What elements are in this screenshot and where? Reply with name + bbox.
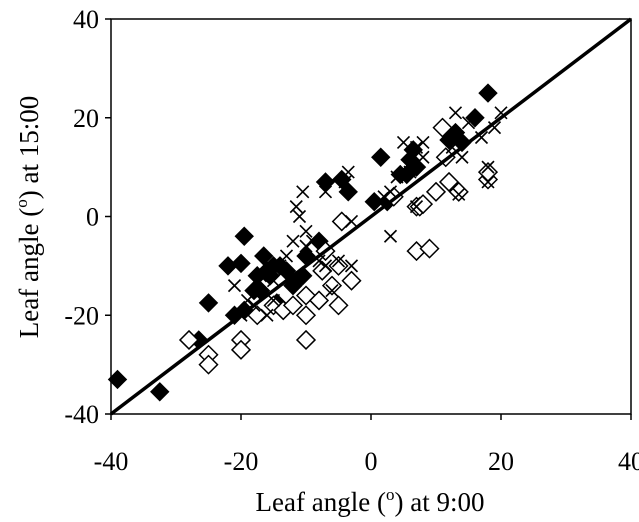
cross-point — [227, 279, 242, 293]
cross-point — [338, 175, 352, 189]
open-diamond-point — [198, 354, 219, 375]
cross-point — [299, 239, 313, 253]
x-axis-title: Leaf angle (o) at 9:00 — [256, 485, 485, 517]
x-tick-label: -20 — [224, 447, 259, 476]
filled-diamond-point — [478, 83, 498, 103]
cross-point — [325, 283, 339, 298]
open-diamond-point — [425, 181, 447, 202]
y-tick-label: -40 — [64, 400, 99, 429]
y-axis-title-pre: Leaf angle ( — [14, 208, 44, 338]
y-tick-label: 0 — [86, 203, 99, 232]
cross-point — [299, 224, 313, 238]
y-axis-title-post: ) at 15:00 — [14, 96, 44, 199]
cross-point — [403, 165, 417, 179]
cross-point — [318, 259, 333, 273]
filled-diamond-point — [315, 172, 336, 192]
open-diamond-point — [438, 171, 460, 192]
cross-point — [240, 293, 255, 308]
open-diamond-point — [321, 275, 343, 296]
cross-point — [286, 234, 300, 248]
cross-point — [305, 234, 320, 248]
cross-point — [266, 274, 281, 288]
open-diamond-point — [432, 117, 453, 138]
y-axis-title-sup: o — [12, 199, 31, 208]
open-diamond-point — [419, 238, 440, 259]
cross-point — [253, 269, 268, 283]
x-tick-label: -40 — [94, 447, 129, 476]
filled-diamond-point — [234, 226, 254, 246]
filled-diamond-point — [364, 191, 384, 212]
cross-point — [292, 209, 307, 224]
axis-ticks: -40 -20 0 20 40 -40 -20 0 20 40 — [64, 5, 639, 476]
cross-point — [273, 259, 287, 273]
cross-point — [409, 200, 424, 214]
cross-point — [318, 185, 333, 199]
cross-point — [383, 229, 398, 243]
open-diamond-point — [331, 211, 352, 232]
one-to-one-line — [109, 17, 633, 416]
cross-point — [296, 185, 310, 199]
filled-diamond-point — [452, 132, 472, 153]
cross-point — [344, 214, 359, 229]
open-diamond-point — [295, 305, 317, 326]
cross-point — [260, 308, 274, 322]
x-axis-title-pre: Leaf angle ( — [256, 487, 386, 517]
x-axis-title-sup: o — [386, 485, 395, 504]
cross-point — [409, 140, 424, 154]
cross-point — [461, 116, 476, 130]
filled-diamond-point — [371, 147, 391, 167]
x-axis-title-post: ) at 9:00 — [394, 487, 484, 517]
cross-point — [416, 150, 430, 164]
cross-point — [344, 259, 359, 273]
filled-diamond-point — [198, 293, 219, 313]
cross-point — [481, 160, 495, 174]
filled-diamond-point — [231, 253, 251, 274]
cross-point — [341, 165, 355, 179]
data-points — [107, 83, 508, 402]
filled-diamond-point — [406, 157, 427, 177]
y-axis-title: Leaf angle (o) at 15:00 — [12, 96, 44, 338]
x-tick-label: 20 — [488, 447, 514, 476]
y-tick-label: 20 — [73, 104, 99, 133]
open-diamond-point — [282, 295, 304, 316]
cross-point — [448, 106, 463, 120]
x-tick-label: 40 — [618, 447, 639, 476]
cross-point — [452, 187, 466, 201]
x-tick-label: 0 — [365, 447, 378, 476]
cross-point — [390, 170, 404, 184]
cross-point — [455, 150, 469, 164]
cross-point — [266, 293, 281, 308]
cross-point — [383, 185, 398, 199]
filled-diamond-point — [338, 182, 358, 202]
filled-diamond-point — [465, 108, 485, 128]
cross-point — [396, 135, 411, 150]
cross-point — [331, 254, 346, 268]
cross-point — [481, 175, 495, 189]
filled-diamond-point — [150, 382, 170, 402]
cross-point — [416, 135, 430, 150]
cross-point — [279, 249, 294, 263]
y-tick-label: 40 — [73, 5, 99, 34]
cross-point — [377, 190, 391, 204]
cross-point — [289, 200, 303, 214]
open-diamond-point — [328, 295, 349, 316]
open-diamond-point — [178, 329, 200, 350]
open-diamond-point — [341, 270, 362, 291]
open-diamond-point — [295, 329, 317, 350]
y-tick-label: -20 — [64, 301, 99, 330]
open-diamond-point — [328, 255, 349, 276]
open-diamond-point — [230, 339, 252, 360]
open-diamond-point — [308, 290, 330, 311]
